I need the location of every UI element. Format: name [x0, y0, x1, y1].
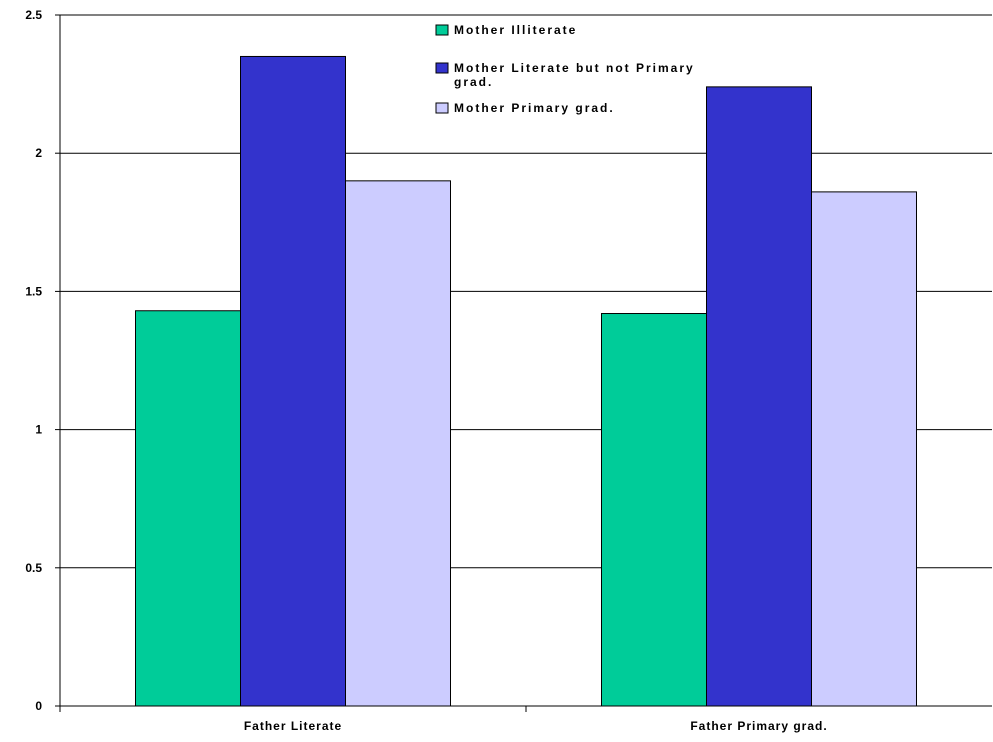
bars [135, 55, 917, 707]
y-tick-label: 1 [35, 423, 42, 437]
legend-label-3: Mother Primary grad. [454, 101, 615, 115]
legend-label-2: Mother Literate but not Primary grad. [454, 61, 695, 89]
bar-3-1 [345, 180, 451, 707]
y-tick-label: 0 [35, 699, 42, 713]
x-tick-label: Father Primary grad. [690, 719, 827, 733]
bar-3-2 [811, 191, 917, 707]
y-tick-label: 0.5 [25, 561, 42, 575]
axes: 0 0.5 1 1.5 2 2.5 Father Literate Father Primar… [25, 8, 992, 733]
y-tick-label: 1.5 [25, 284, 42, 298]
x-tick-label: Father Literate [244, 719, 342, 733]
y-tick-label: 2 [35, 146, 42, 160]
y-tick-label: 2.5 [25, 8, 42, 22]
legend-swatch-2 [435, 62, 449, 74]
bar-1-2 [601, 313, 707, 707]
legend-label-1: Mother Illiterate [454, 23, 577, 37]
legend: Mother Illiterate Mother Literate but not… [435, 23, 695, 115]
legend-swatch-1 [435, 24, 449, 36]
bar-2-1 [240, 55, 346, 707]
bar-2-2 [706, 86, 812, 707]
legend-swatch-3 [435, 102, 449, 114]
bar-1-1 [135, 310, 241, 707]
